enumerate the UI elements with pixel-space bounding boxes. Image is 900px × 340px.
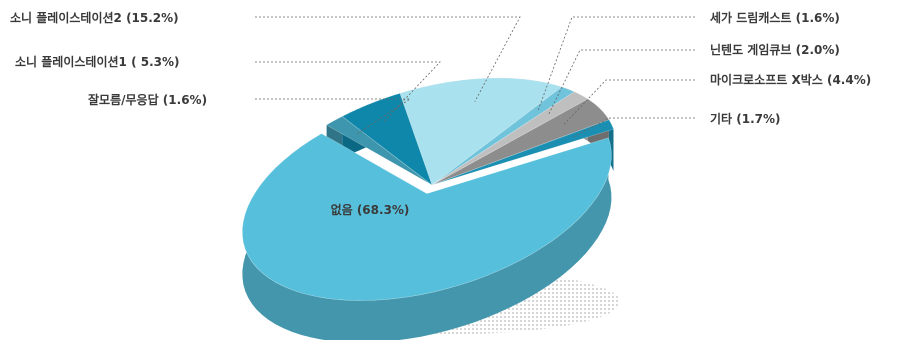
pie-label-6: 잘모름/무응답 (1.6%)	[88, 92, 207, 107]
pie-slice-4	[431, 119, 614, 186]
pie-leader-0	[255, 16, 521, 102]
pie-label-5: 없음 (68.3%)	[331, 202, 410, 217]
pie-slice-1	[431, 86, 576, 186]
pie-labels: 소니 플레이스테이션2 (15.2%) 세가 드림캐스트 (1.6%) 닌텐도 게임…	[10, 10, 871, 217]
pie-label-1: 세가 드림캐스트 (1.6%)	[710, 10, 840, 25]
pie-label-0: 소니 플레이스테이션2 (15.2%)	[10, 10, 179, 25]
pie-label-4: 기타 (1.7%)	[710, 111, 781, 126]
pie-leader-4	[571, 117, 695, 138]
pie-leader-3	[562, 79, 695, 126]
pie-leader-1	[537, 16, 695, 111]
pie-label-2: 닌텐도 게임큐브 (2.0%)	[710, 42, 840, 57]
pie-slice-5	[242, 133, 612, 301]
pie-label-7: 소니 플레이스테이션1 ( 5.3%)	[15, 54, 180, 69]
pie-slice-3	[431, 98, 610, 186]
pie-slice-0	[399, 77, 563, 186]
pie-slices	[242, 77, 614, 301]
pie-slice-7	[341, 93, 433, 186]
pie-slice-6	[326, 116, 433, 186]
pie-side-5	[242, 133, 612, 340]
pie-slice-2	[431, 91, 589, 186]
pie-leader-7	[255, 61, 441, 122]
pie-label-3: 마이크로소프트 X박스 (4.4%)	[710, 72, 871, 87]
